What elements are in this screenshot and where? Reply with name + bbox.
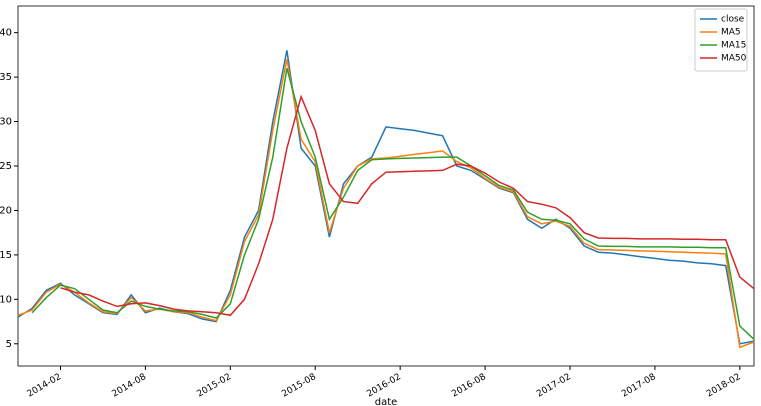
- y-tick-label: 10: [0, 294, 12, 305]
- y-tick-label: 5: [6, 339, 12, 350]
- legend-label: MA15: [721, 41, 746, 51]
- x-axis-label: date: [375, 397, 398, 406]
- legend-box: [694, 8, 748, 72]
- series-line: [31, 68, 755, 340]
- x-tick-label: 2017-02: [535, 372, 573, 399]
- x-tick-label: 2017-08: [620, 372, 658, 400]
- y-tick-label: 30: [0, 117, 12, 128]
- y-tick-label: 40: [0, 28, 12, 39]
- x-tick-label: 2018-02: [705, 372, 743, 399]
- y-tick-label: 20: [0, 205, 12, 216]
- x-tick-label: 2016-02: [365, 372, 403, 399]
- x-tick-label: 2015-08: [280, 372, 318, 400]
- x-tick-label: 2014-08: [111, 372, 149, 400]
- plot-frame: [17, 5, 755, 367]
- legend-label: MA5: [721, 28, 741, 38]
- legend-label: close: [721, 15, 745, 25]
- x-tick-label: 2014-02: [26, 372, 64, 399]
- y-tick-label: 25: [0, 161, 12, 172]
- y-tick-label: 35: [0, 72, 12, 83]
- legend-label: MA50: [721, 54, 747, 64]
- series-line: [60, 94, 755, 317]
- series-line: [17, 59, 755, 349]
- y-tick-label: 15: [0, 250, 12, 261]
- x-tick-label: 2016-08: [450, 372, 488, 400]
- x-tick-label: 2015-02: [195, 372, 233, 399]
